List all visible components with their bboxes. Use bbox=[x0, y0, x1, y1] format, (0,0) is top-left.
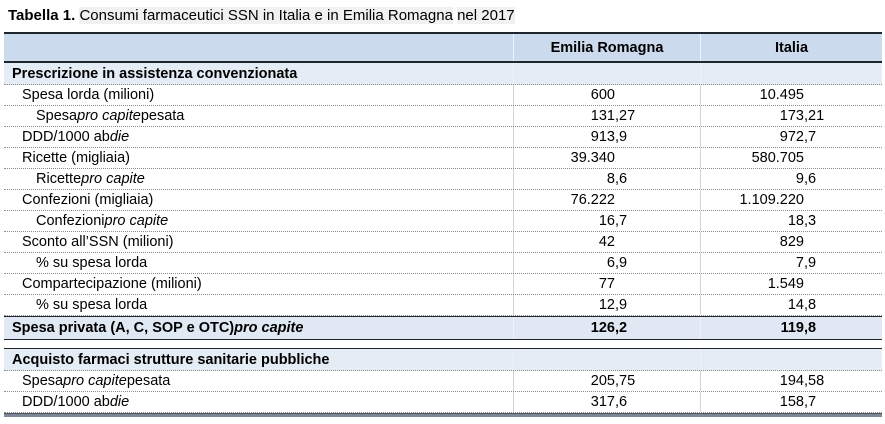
header-col-emilia-romagna: Emilia Romagna bbox=[513, 34, 700, 61]
value-cell-er: 131,27 bbox=[513, 106, 700, 126]
table-row: Spesa pro capite pesata 131,27 173,21 bbox=[4, 106, 882, 127]
row-label: Spesa privata (A, C, SOP e OTC) pro capi… bbox=[12, 320, 304, 336]
value-cell-er: 317,6 bbox=[513, 392, 700, 412]
value-cell-it: 18,3 bbox=[700, 211, 882, 231]
total-row: Spesa privata (A, C, SOP e OTC) pro capi… bbox=[4, 316, 882, 340]
table-title-label: Tabella 1. bbox=[8, 7, 76, 24]
row-label: Spesa pro capite pesata bbox=[36, 108, 185, 124]
value-cell-it bbox=[700, 349, 882, 370]
row-label: Ricette (migliaia) bbox=[22, 150, 130, 166]
value-cell-er: 12,9 bbox=[513, 295, 700, 315]
table-row: Compartecipazione (milioni) 77 1.549 bbox=[4, 274, 882, 295]
row-label: Ricette pro capite bbox=[36, 171, 145, 187]
row-label: Spesa lorda (milioni) bbox=[22, 87, 155, 103]
spacer-row bbox=[4, 340, 882, 349]
table-title: Tabella 1. Consumi farmaceutici SSN in I… bbox=[0, 0, 885, 32]
value-cell-er: 8,6 bbox=[513, 169, 700, 189]
table-body: Prescrizione in assistenza convenzionata… bbox=[4, 63, 882, 413]
table-header-row: Emilia Romagna Italia bbox=[4, 34, 882, 63]
value-cell-it: 1.109.220 bbox=[700, 190, 882, 210]
value-cell-it: 194,58 bbox=[700, 371, 882, 391]
value-cell-er: 126,2 bbox=[513, 317, 700, 339]
table-row: Spesa pro capite pesata 205,75 194,58 bbox=[4, 371, 882, 392]
value-cell-it: 1.549 bbox=[700, 274, 882, 294]
row-label: Acquisto farmaci strutture sanitarie pub… bbox=[12, 351, 330, 368]
row-label: Sconto all’SSN (milioni) bbox=[22, 234, 174, 250]
value-cell-it: 7,9 bbox=[700, 253, 882, 273]
row-label: Compartecipazione (milioni) bbox=[22, 276, 202, 292]
value-cell-er: 16,7 bbox=[513, 211, 700, 231]
row-label: Confezioni (migliaia) bbox=[22, 192, 154, 208]
row-label: DDD/1000 ab die bbox=[22, 394, 130, 410]
table-row: Confezioni (migliaia) 76.222 1.109.220 bbox=[4, 190, 882, 211]
row-label: Spesa pro capite pesata bbox=[22, 373, 171, 389]
table-row: Ricette pro capite 8,6 9,6 bbox=[4, 169, 882, 190]
value-cell-it: 14,8 bbox=[700, 295, 882, 315]
value-cell-er: 39.340 bbox=[513, 148, 700, 168]
value-cell-er: 600 bbox=[513, 85, 700, 105]
consumi-table: Emilia Romagna Italia Prescrizione in as… bbox=[4, 32, 882, 417]
table-bottom-border bbox=[4, 413, 882, 417]
row-label: Confezioni pro capite bbox=[36, 213, 169, 229]
value-cell-er: 77 bbox=[513, 274, 700, 294]
table-row: Ricette (migliaia) 39.340 580.705 bbox=[4, 148, 882, 169]
table-row: % su spesa lorda 6,9 7,9 bbox=[4, 253, 882, 274]
value-cell-er: 205,75 bbox=[513, 371, 700, 391]
row-label: DDD/1000 ab die bbox=[22, 129, 130, 145]
header-col-italia: Italia bbox=[700, 34, 882, 61]
value-cell-er bbox=[513, 349, 700, 370]
table-title-year: nel 2017 bbox=[457, 7, 515, 24]
value-cell-it: 829 bbox=[700, 232, 882, 252]
value-cell-it: 10.495 bbox=[700, 85, 882, 105]
table-row: Confezioni pro capite 16,7 18,3 bbox=[4, 211, 882, 232]
value-cell-it bbox=[700, 63, 882, 84]
value-cell-it: 580.705 bbox=[700, 148, 882, 168]
table-title-text: Consumi farmaceutici SSN in Italia e in … bbox=[79, 7, 453, 24]
value-cell-er: 913,9 bbox=[513, 127, 700, 147]
section-row: Acquisto farmaci strutture sanitarie pub… bbox=[4, 349, 882, 371]
section-row: Prescrizione in assistenza convenzionata bbox=[4, 63, 882, 85]
value-cell-it: 158,7 bbox=[700, 392, 882, 412]
value-cell-er: 42 bbox=[513, 232, 700, 252]
table-row: % su spesa lorda 12,9 14,8 bbox=[4, 295, 882, 316]
value-cell-it: 972,7 bbox=[700, 127, 882, 147]
value-cell-it: 173,21 bbox=[700, 106, 882, 126]
row-label: % su spesa lorda bbox=[36, 255, 148, 271]
value-cell-it: 119,8 bbox=[700, 317, 882, 339]
table-row: Spesa lorda (milioni) 600 10.495 bbox=[4, 85, 882, 106]
header-label-cell bbox=[4, 34, 513, 61]
value-cell-er: 76.222 bbox=[513, 190, 700, 210]
row-label: Prescrizione in assistenza convenzionata bbox=[12, 65, 298, 82]
table-row: DDD/1000 ab die 913,9 972,7 bbox=[4, 127, 882, 148]
value-cell-er: 6,9 bbox=[513, 253, 700, 273]
row-label: % su spesa lorda bbox=[36, 297, 148, 313]
table-row: Sconto all’SSN (milioni) 42 829 bbox=[4, 232, 882, 253]
table-row: DDD/1000 ab die 317,6 158,7 bbox=[4, 392, 882, 413]
value-cell-it: 9,6 bbox=[700, 169, 882, 189]
value-cell-er bbox=[513, 63, 700, 84]
